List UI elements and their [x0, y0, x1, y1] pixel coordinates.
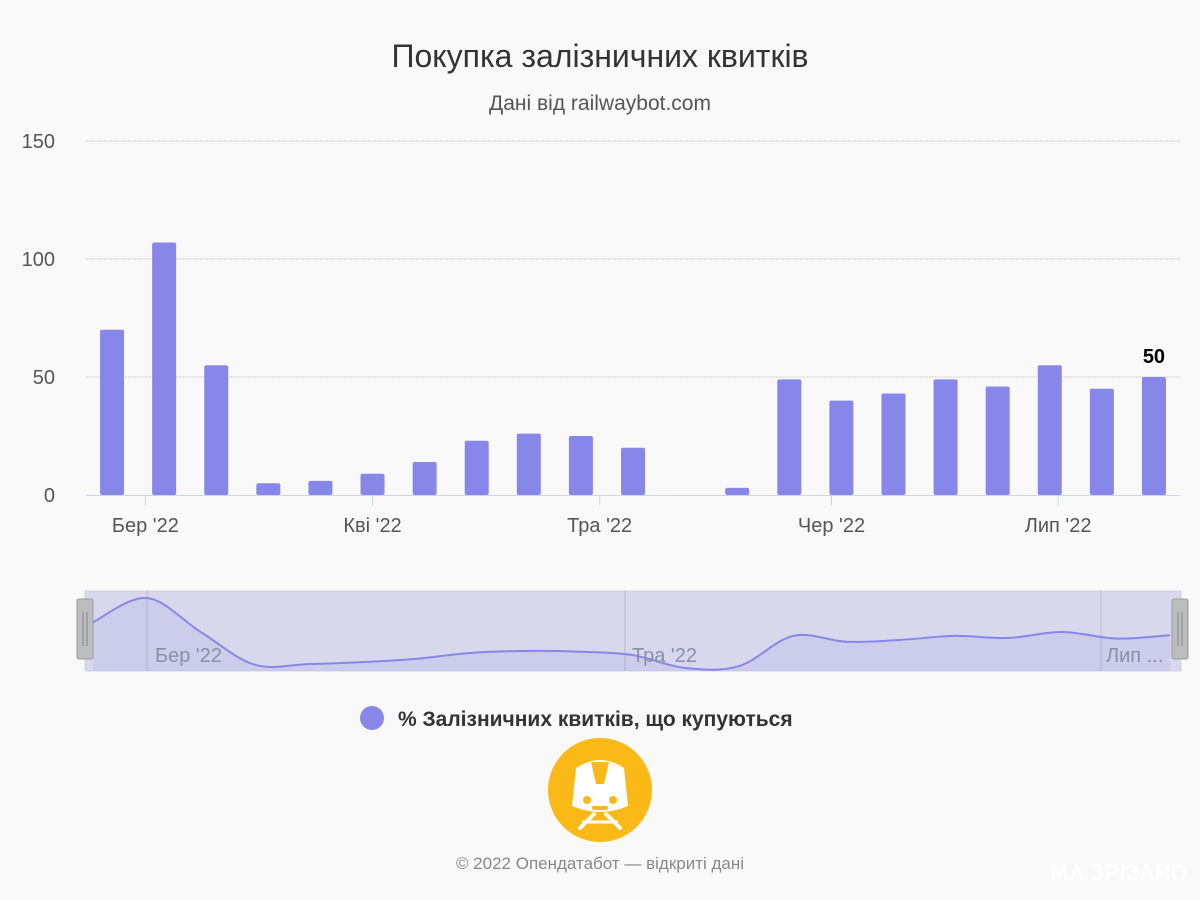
legend-marker: [360, 706, 384, 730]
navigator-label-tra: Тра '22: [632, 645, 697, 667]
data-labels: 50: [1143, 346, 1165, 368]
navigator-mask[interactable]: [85, 591, 1181, 671]
bar[interactable]: [568, 436, 593, 495]
x-tick-label: Бер '22: [112, 515, 179, 537]
train-logo-icon: [548, 738, 652, 842]
x-tick-label: Тра '22: [567, 515, 632, 537]
watermark-text: МА ЗРІЗАНО: [1050, 860, 1188, 885]
bar[interactable]: [777, 379, 802, 495]
navigator-series-line: [92, 596, 1171, 671]
bar[interactable]: [464, 440, 489, 495]
navigator-label-lyp: Лип ...: [1106, 645, 1163, 667]
grid-lines: [86, 140, 1180, 378]
bar[interactable]: [1037, 365, 1062, 495]
navigator-area: [93, 597, 1170, 671]
x-tick-label: Кві '22: [343, 515, 401, 537]
chart-title: Покупка залізничних квитків: [391, 38, 808, 74]
bar[interactable]: [621, 447, 645, 495]
bar[interactable]: [1141, 377, 1166, 495]
bar[interactable]: [308, 480, 333, 495]
bar[interactable]: [360, 473, 385, 495]
bar[interactable]: [985, 386, 1010, 495]
navigator[interactable]: Бер '22 Тра '22 Лип ...: [76, 590, 1189, 672]
bar[interactable]: [256, 483, 281, 495]
navigator-label-bey: Бер '22: [155, 645, 222, 667]
y-tick-label: 0: [44, 485, 55, 507]
x-tick-label: Чер '22: [798, 515, 865, 537]
navigator-handle-right[interactable]: [1171, 598, 1189, 660]
x-tick-label: Лип '22: [1025, 515, 1092, 537]
credit-text: © 2022 Опендатабот — відкриті дані: [456, 854, 744, 873]
bar[interactable]: [725, 487, 750, 495]
y-tick-label: 150: [22, 131, 55, 153]
bar[interactable]: [204, 365, 229, 495]
data-label: 50: [1143, 346, 1165, 368]
y-tick-label: 50: [33, 367, 55, 389]
legend-item[interactable]: % Залізничних квитків, що купуються: [360, 706, 793, 731]
bar-series[interactable]: [100, 242, 1166, 495]
navigator-handle-left[interactable]: [76, 598, 94, 660]
legend-label: % Залізничних квитків, що купуються: [398, 708, 793, 731]
navigator-grid: [146, 591, 1102, 671]
y-tick-label: 100: [22, 249, 55, 271]
bar[interactable]: [516, 433, 541, 495]
bar[interactable]: [933, 379, 958, 495]
y-axis: 0 50 100 150: [22, 131, 55, 507]
bar[interactable]: [881, 393, 906, 495]
bar[interactable]: [412, 461, 437, 495]
bar[interactable]: [152, 242, 177, 495]
bar[interactable]: [829, 400, 854, 495]
chart-subtitle: Дані від railwaybot.com: [489, 92, 711, 115]
bar[interactable]: [100, 329, 125, 495]
bar[interactable]: [1089, 388, 1114, 495]
x-axis: Бер '22 Кві '22 Тра '22 Чер '22 Лип '22: [112, 495, 1092, 537]
